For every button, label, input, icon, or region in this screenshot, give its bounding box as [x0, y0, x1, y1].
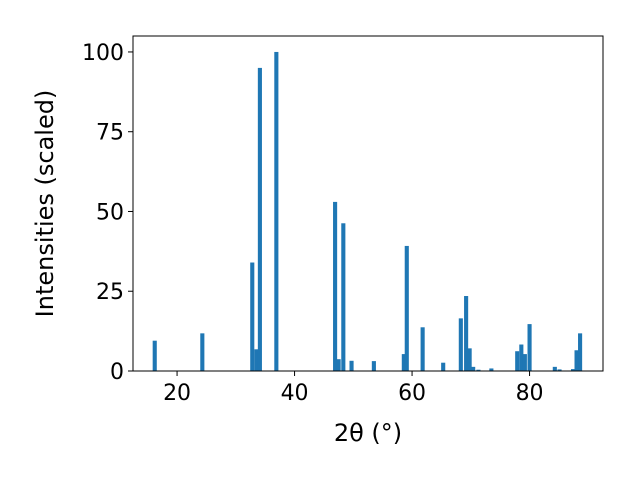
- bar: [552, 366, 557, 371]
- x-axis-label: 2θ (°): [334, 419, 402, 447]
- y-tick-label: 50: [96, 200, 124, 225]
- bar: [274, 51, 279, 371]
- bar: [467, 348, 472, 371]
- bar: [557, 369, 562, 371]
- bars: [152, 51, 583, 372]
- bar: [476, 369, 481, 371]
- bar: [519, 344, 524, 371]
- bar: [471, 366, 476, 371]
- bar: [420, 327, 425, 371]
- bar: [257, 67, 262, 372]
- bar: [522, 354, 527, 371]
- bar: [349, 360, 354, 371]
- bar: [341, 223, 346, 371]
- bar: [527, 324, 532, 371]
- plot-frame: [132, 35, 604, 372]
- bar: [336, 359, 341, 371]
- y-axis-label: Intensities (scaled): [31, 90, 59, 318]
- y-axis-ticks: 0 25 50 75 100: [82, 41, 133, 385]
- bar: [401, 354, 406, 371]
- bar: [578, 333, 583, 371]
- bar: [404, 245, 409, 371]
- x-tick-label: 40: [281, 381, 309, 406]
- bar: [458, 318, 463, 371]
- x-axis-ticks: 20 40 60 80: [163, 371, 544, 406]
- x-tick-label: 80: [516, 381, 544, 406]
- x-tick-label: 20: [163, 381, 191, 406]
- bar: [200, 333, 205, 371]
- bar: [333, 201, 338, 371]
- bar: [254, 349, 259, 371]
- bar: [489, 368, 494, 371]
- bar: [464, 296, 469, 371]
- bar: [152, 340, 157, 371]
- bar: [515, 351, 520, 371]
- bar: [441, 362, 446, 371]
- bar: [570, 369, 576, 371]
- x-tick-label: 60: [398, 381, 426, 406]
- y-tick-label: 0: [110, 360, 124, 385]
- y-tick-label: 100: [82, 41, 124, 66]
- y-tick-label: 25: [96, 280, 124, 305]
- bar: [250, 262, 255, 371]
- y-tick-label: 75: [96, 121, 124, 146]
- bar: [574, 350, 579, 371]
- bar: [371, 361, 376, 371]
